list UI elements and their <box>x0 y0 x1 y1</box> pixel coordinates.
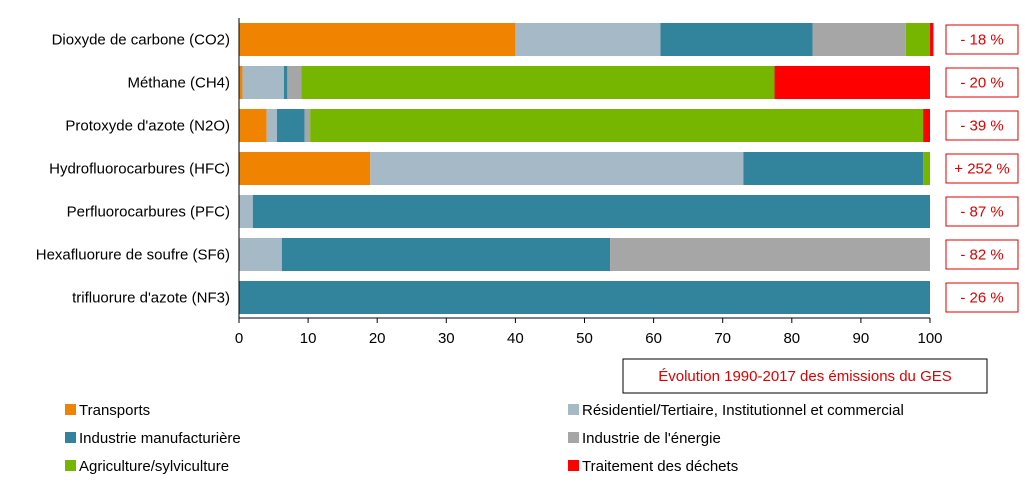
bar-segment <box>370 152 744 185</box>
bars-group <box>239 23 934 314</box>
evolution-boxes: - 18 % - 20 % - 39 % + 252 % - 87 % - 82 % - 2… <box>945 24 1019 313</box>
x-tick-label: 80 <box>783 330 800 347</box>
x-ticks: 0 10 20 30 40 50 60 70 80 90 100 <box>235 318 943 347</box>
evolution-value: - 20 % <box>960 75 1003 92</box>
legend-label: Résidentiel/Tertiaire, Institutionnel et… <box>582 402 904 419</box>
category-label: trifluorure d'azote (NF3) <box>72 290 230 307</box>
bar-segment <box>812 23 906 56</box>
x-tick-label: 90 <box>853 330 870 347</box>
category-label: Perfluorocarbures (PFC) <box>67 204 230 221</box>
bar-segment <box>239 66 243 99</box>
bar-segment <box>774 66 930 99</box>
bar-segment <box>660 23 813 56</box>
legend-swatch <box>65 460 76 471</box>
legend-label: Agriculture/sylviculture <box>79 458 229 475</box>
category-label: Méthane (CH4) <box>127 75 230 92</box>
evolution-box <box>945 153 1019 184</box>
bar-segment <box>252 195 930 228</box>
bar-segment <box>923 109 930 142</box>
bar-segment <box>277 109 305 142</box>
x-tick-label: 20 <box>369 330 386 347</box>
bar-segment <box>239 238 282 271</box>
legend-swatch <box>568 460 579 471</box>
bar-segment <box>239 195 253 228</box>
bar-segment <box>515 23 661 56</box>
legend-label: Industrie manufacturière <box>79 430 241 447</box>
legend-swatch <box>65 404 76 415</box>
bar-segment <box>310 109 924 142</box>
bar-segment <box>239 281 930 314</box>
category-label: Dioxyde de carbone (CO2) <box>52 32 230 49</box>
legend-label: Industrie de l'énergie <box>582 430 721 447</box>
evolution-box <box>945 196 1019 227</box>
evolution-value: - 26 % <box>960 290 1003 307</box>
bar-segment <box>283 66 288 99</box>
evolution-box <box>945 67 1019 98</box>
x-tick-label: 100 <box>917 330 942 347</box>
evolution-value: - 18 % <box>960 32 1003 49</box>
category-label: Hexafluorure de soufre (SF6) <box>36 247 230 264</box>
x-tick-label: 0 <box>235 330 243 347</box>
bar-segment <box>242 66 284 99</box>
category-label: Hydrofluorocarbures (HFC) <box>49 161 230 178</box>
bar-segment <box>923 152 930 185</box>
x-tick-label: 60 <box>645 330 662 347</box>
evolution-title-box: Évolution 1990-2017 des émissions du GES <box>622 358 988 394</box>
legend-swatch <box>568 432 579 443</box>
category-labels: Dioxyde de carbone (CO2) Méthane (CH4) Pro… <box>36 32 230 307</box>
bar-segment <box>610 238 930 271</box>
bar-segment <box>301 66 775 99</box>
bar-segment <box>281 238 611 271</box>
bar-segment <box>239 152 371 185</box>
evolution-box <box>945 110 1019 141</box>
bar-segment <box>239 23 516 56</box>
bar-segment <box>304 109 311 142</box>
category-label: Protoxyde d'azote (N2O) <box>65 118 230 135</box>
evolution-value: - 39 % <box>960 118 1003 135</box>
evolution-box <box>945 239 1019 270</box>
bar-segment <box>266 109 278 142</box>
evolution-box <box>945 24 1019 55</box>
evolution-title: Évolution 1990-2017 des émissions du GES <box>658 368 952 385</box>
x-tick-label: 30 <box>438 330 455 347</box>
bar-segment <box>905 23 930 56</box>
bar-segment <box>287 66 302 99</box>
legend-swatch <box>65 432 76 443</box>
x-tick-label: 70 <box>714 330 731 347</box>
x-tick-label: 10 <box>300 330 317 347</box>
legend-swatch <box>568 404 579 415</box>
evolution-value: - 87 % <box>960 204 1003 221</box>
bar-segment <box>239 109 267 142</box>
evolution-box <box>945 282 1019 313</box>
bar-segment <box>930 23 934 56</box>
legend-label: Traitement des déchets <box>582 458 738 475</box>
x-tick-label: 50 <box>576 330 593 347</box>
evolution-value: - 82 % <box>960 247 1003 264</box>
legend: Transports Résidentiel/Tertiaire, Institu… <box>65 402 904 475</box>
bar-segment <box>743 152 924 185</box>
x-tick-label: 40 <box>507 330 524 347</box>
evolution-value: + 252 % <box>954 161 1009 178</box>
legend-label: Transports <box>79 402 150 419</box>
